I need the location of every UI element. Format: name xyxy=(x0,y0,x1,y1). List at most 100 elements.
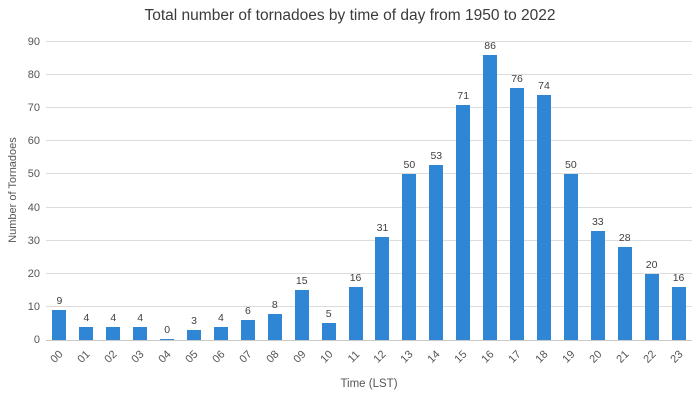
bar-hour-16 xyxy=(483,55,498,340)
bar-slot: 71 xyxy=(450,42,477,340)
x-tick-label: 08 xyxy=(264,348,282,366)
x-tick-label: 07 xyxy=(237,348,255,366)
bar-hour-00 xyxy=(52,310,67,340)
bar-slot: 16 xyxy=(665,42,692,340)
bar-hour-03 xyxy=(133,326,148,340)
bar-value-label: 33 xyxy=(591,215,604,228)
bar-value-label: 16 xyxy=(349,272,362,285)
gridline xyxy=(46,173,692,175)
x-tick-label: 15 xyxy=(452,348,470,366)
bar-slot: 31 xyxy=(369,42,396,340)
x-tick-label: 21 xyxy=(614,348,632,366)
gridline xyxy=(46,41,692,42)
bar-value-label: 15 xyxy=(295,275,308,288)
bar-slot: 33 xyxy=(584,42,611,340)
bar-slot: 4 xyxy=(73,42,100,340)
bar-hour-05 xyxy=(187,330,202,340)
bar-value-label: 4 xyxy=(137,311,144,324)
gridline xyxy=(46,272,692,274)
y-tick-label: 30 xyxy=(27,234,40,247)
y-tick-label: 60 xyxy=(27,135,40,148)
bar-slot: 28 xyxy=(611,42,638,340)
bar-hour-08 xyxy=(267,313,282,340)
x-tick-label: 14 xyxy=(425,348,443,366)
x-tick-label: 13 xyxy=(398,348,416,366)
gridline xyxy=(46,239,692,241)
bar-value-label: 86 xyxy=(484,40,496,53)
bar-slot: 50 xyxy=(557,42,584,340)
bar-hour-07 xyxy=(240,320,255,340)
bar-hour-17 xyxy=(510,88,525,340)
bar-hour-23 xyxy=(671,287,686,340)
bar-hour-12 xyxy=(375,237,390,340)
x-tick-label: 06 xyxy=(210,348,228,366)
bar-hour-21 xyxy=(617,247,632,340)
x-tick-label: 04 xyxy=(156,348,174,366)
x-tick-label: 05 xyxy=(183,348,201,366)
y-tick-label: 0 xyxy=(33,334,40,346)
bar-slot: 53 xyxy=(423,42,450,340)
x-tick-label: 23 xyxy=(667,348,686,366)
bar-value-label: 50 xyxy=(403,159,416,172)
bar-value-label: 4 xyxy=(218,311,224,324)
x-tick-label: 17 xyxy=(506,348,524,366)
chart-title: Total number of tornadoes by time of day… xyxy=(144,7,556,24)
x-tick-label: 10 xyxy=(318,348,336,366)
y-tick-label: 50 xyxy=(27,168,40,181)
gridline xyxy=(46,206,692,208)
bar-hour-20 xyxy=(590,230,605,340)
bar-hour-04 xyxy=(160,338,175,340)
bar-value-label: 50 xyxy=(565,159,577,172)
bar-hour-09 xyxy=(294,290,309,340)
x-axis-tick-labels: 00 01 02 03 04 05 06 07 08 09 10 11 12 13 14 15 16 17 18 19… xyxy=(46,346,692,372)
bar-value-label: 74 xyxy=(538,79,550,92)
bar-hour-13 xyxy=(402,174,417,340)
bar-value-label: 31 xyxy=(376,222,389,235)
bar-hour-11 xyxy=(348,287,363,340)
bar-hour-22 xyxy=(644,273,659,340)
bar-slot: 15 xyxy=(288,42,315,340)
bar-slot: 16 xyxy=(342,42,369,340)
x-tick-label: 01 xyxy=(75,348,93,366)
y-tick-label: 20 xyxy=(27,267,40,280)
bar-value-label: 71 xyxy=(457,89,470,102)
x-tick-label: 22 xyxy=(641,348,659,366)
x-tick-label: 02 xyxy=(102,348,120,366)
bar-slot: 0 xyxy=(154,42,181,340)
x-tick-label: 09 xyxy=(291,348,309,366)
y-tick-label: 70 xyxy=(27,102,40,115)
y-tick-label: 90 xyxy=(27,36,40,48)
x-axis-title: Time (LST) xyxy=(340,378,398,390)
y-tick-label: 40 xyxy=(27,201,40,214)
bar-hour-06 xyxy=(213,326,228,340)
bar-slot: 50 xyxy=(396,42,423,340)
bar-value-label: 16 xyxy=(672,272,685,285)
bar-slot: 20 xyxy=(638,42,665,340)
bar-hour-14 xyxy=(429,164,444,340)
x-tick-label: 11 xyxy=(345,348,362,366)
y-tick-label: 80 xyxy=(27,69,40,82)
gridline xyxy=(46,305,692,307)
bar-slot: 6 xyxy=(234,42,261,340)
x-tick-label: 18 xyxy=(533,348,551,366)
y-tick-label: 10 xyxy=(27,300,40,313)
bar-value-label: 9 xyxy=(56,295,63,308)
bar-value-label: 53 xyxy=(430,149,443,162)
bar-hour-19 xyxy=(563,174,578,340)
bar-value-label: 6 xyxy=(244,305,251,318)
bar-slot: 9 xyxy=(46,42,73,340)
bar-slot: 74 xyxy=(531,42,558,340)
bar-value-label: 3 xyxy=(191,315,197,328)
bar-value-label: 4 xyxy=(83,311,90,324)
x-tick-label: 12 xyxy=(371,348,390,366)
y-axis-tick-labels: 0 10 20 30 40 50 60 70 80 90 xyxy=(0,36,40,346)
x-tick-label: 20 xyxy=(587,348,605,366)
bar-hour-01 xyxy=(79,326,94,340)
x-tick-label: 16 xyxy=(479,348,497,366)
x-tick-label: 00 xyxy=(48,348,67,366)
bar-hour-18 xyxy=(536,94,551,340)
gridline xyxy=(46,107,692,109)
gridline xyxy=(46,74,692,76)
bar-value-label: 28 xyxy=(618,232,631,245)
